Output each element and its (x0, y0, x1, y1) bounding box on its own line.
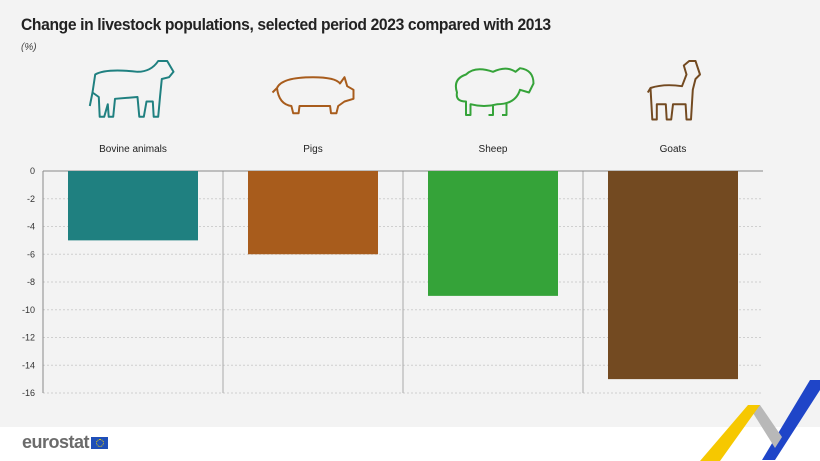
eurostat-logo: eurostat (22, 432, 109, 453)
y-tick-label: 0 (30, 166, 35, 176)
y-tick-label: -10 (22, 305, 35, 315)
logo-text: eurostat (22, 432, 90, 452)
bar-sheep (428, 171, 558, 296)
eu-flag-icon (91, 436, 109, 449)
bar-goats (608, 171, 738, 380)
eurostat-corner-decoration (700, 380, 820, 461)
sheep-icon (454, 67, 535, 116)
y-tick-label: -4 (27, 222, 35, 232)
y-tick-label: -12 (22, 333, 35, 343)
y-tick-label: -2 (27, 194, 35, 204)
y-tick-label: -6 (27, 249, 35, 259)
category-label: Goats (660, 144, 687, 155)
unit-label: (%) (21, 42, 37, 53)
goat-icon (646, 60, 701, 121)
pig-icon (271, 76, 355, 115)
cow-icon (88, 60, 175, 118)
category-label: Pigs (303, 144, 322, 155)
bar-bovine-animals (68, 171, 198, 241)
category-label: Sheep (479, 144, 508, 155)
chart-title: Change in livestock populations, selecte… (21, 15, 551, 34)
y-tick-label: -16 (22, 388, 35, 398)
category-label: Bovine animals (99, 144, 167, 155)
y-tick-label: -14 (22, 360, 35, 370)
y-tick-label: -8 (27, 277, 35, 287)
bar-pigs (248, 171, 378, 255)
